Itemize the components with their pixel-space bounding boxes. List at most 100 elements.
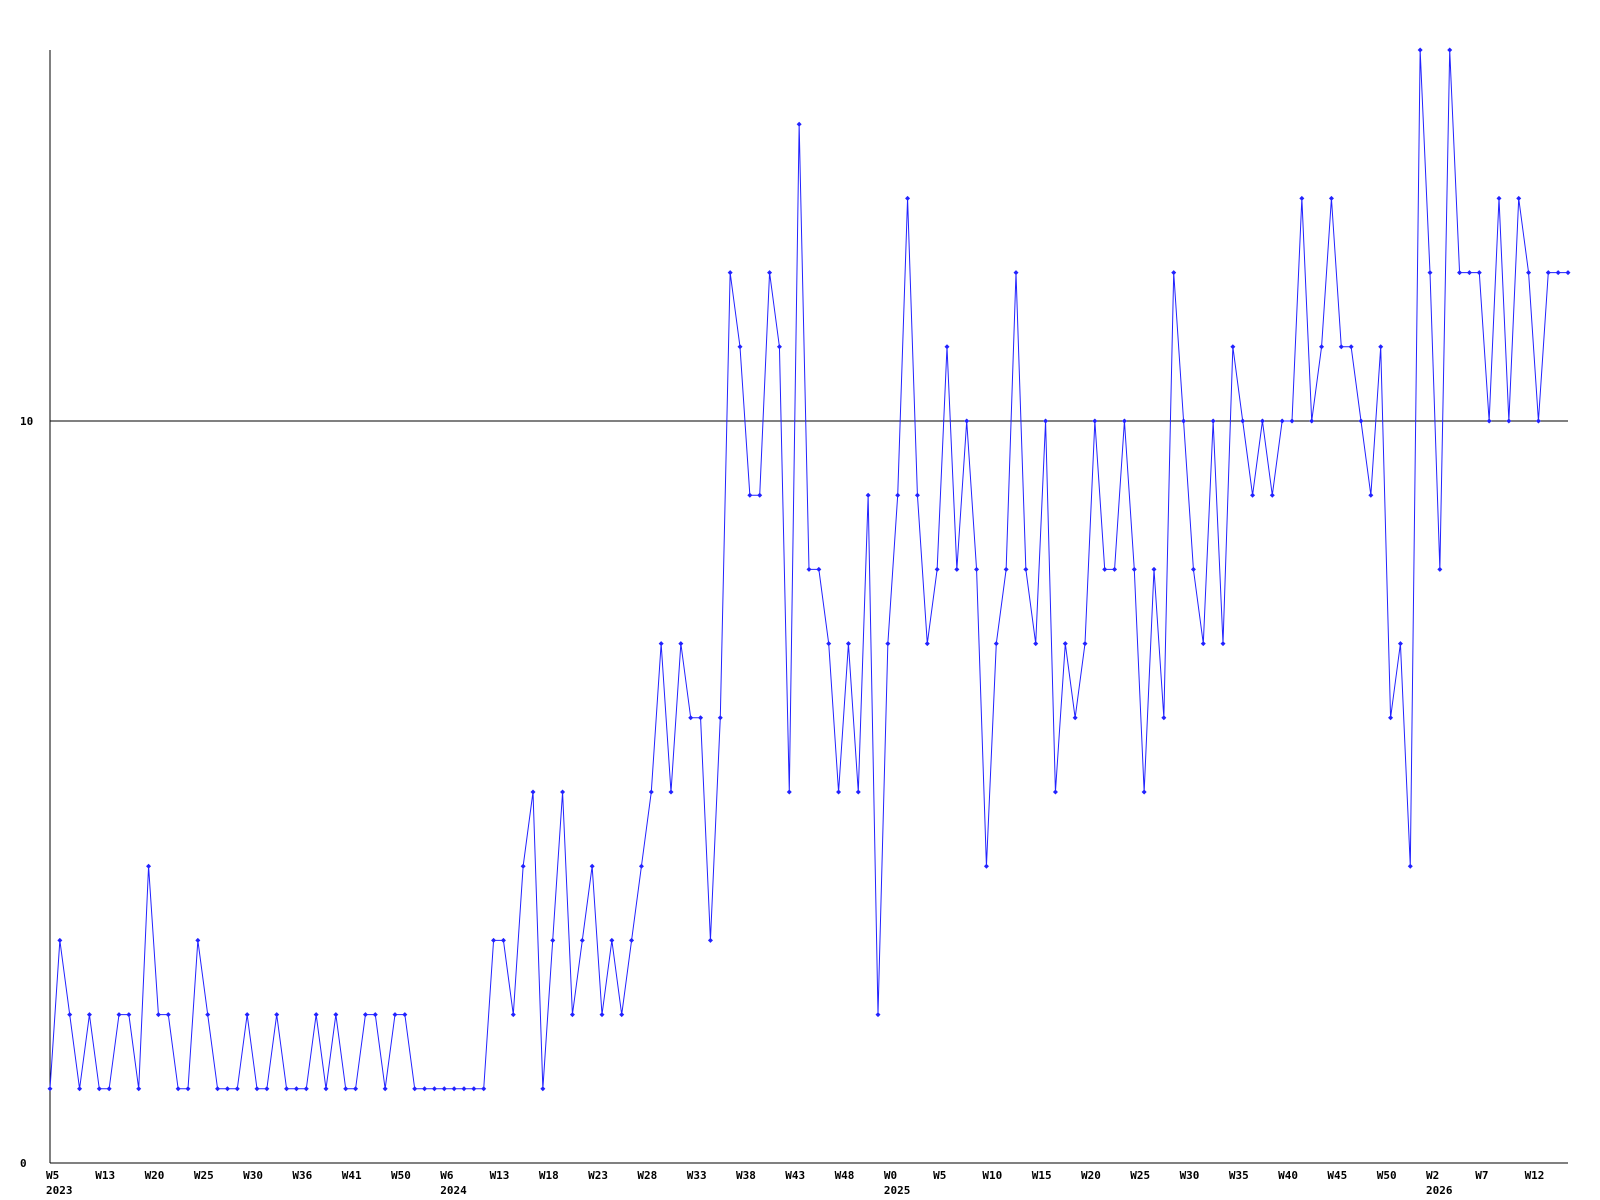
point-marker	[1466, 270, 1472, 276]
x-tick-label: W18	[539, 1169, 559, 1182]
point-marker	[1230, 344, 1236, 350]
point-marker	[116, 1012, 122, 1018]
point-marker	[599, 1012, 605, 1018]
point-marker	[510, 1012, 516, 1018]
x-tick-label: W15	[1032, 1169, 1052, 1182]
point-marker	[195, 937, 201, 943]
point-marker	[648, 789, 654, 795]
point-marker	[254, 1086, 260, 1092]
point-marker	[1023, 566, 1029, 572]
x-year-label: 2025	[884, 1184, 911, 1197]
point-marker	[944, 344, 950, 350]
point-marker	[422, 1086, 428, 1092]
point-marker	[303, 1086, 309, 1092]
point-marker	[353, 1086, 359, 1092]
point-marker	[747, 492, 753, 498]
x-tick-label: W13	[95, 1169, 115, 1182]
point-marker	[1378, 344, 1384, 350]
x-tick-label: W20	[145, 1169, 165, 1182]
point-marker	[757, 492, 763, 498]
point-marker	[974, 566, 980, 572]
point-marker	[1368, 492, 1374, 498]
point-marker	[1092, 418, 1098, 424]
x-tick-label: W35	[1229, 1169, 1249, 1182]
point-marker	[895, 492, 901, 498]
point-marker	[86, 1012, 92, 1018]
x-tick-label: W25	[194, 1169, 214, 1182]
point-marker	[244, 1012, 250, 1018]
point-marker	[806, 566, 812, 572]
point-marker	[786, 789, 792, 795]
point-marker	[983, 863, 989, 869]
point-marker	[1417, 47, 1423, 53]
point-marker	[550, 937, 556, 943]
point-marker	[530, 789, 536, 795]
point-marker	[737, 344, 743, 350]
point-marker	[274, 1012, 280, 1018]
x-year-label: 2024	[440, 1184, 467, 1197]
point-marker	[1062, 641, 1068, 647]
point-marker	[205, 1012, 211, 1018]
point-marker	[1437, 566, 1443, 572]
point-marker	[885, 641, 891, 647]
point-marker	[1072, 715, 1078, 721]
x-tick-label: W33	[687, 1169, 707, 1182]
point-marker	[451, 1086, 457, 1092]
x-tick-label: W50	[391, 1169, 411, 1182]
x-tick-label: W7	[1475, 1169, 1488, 1182]
point-marker	[767, 270, 773, 276]
x-tick-label: W25	[1130, 1169, 1150, 1182]
point-marker	[362, 1012, 368, 1018]
point-marker	[914, 492, 920, 498]
x-tick-label: W23	[588, 1169, 608, 1182]
x-tick-label: W45	[1327, 1169, 1347, 1182]
point-marker	[1457, 270, 1463, 276]
point-marker	[1200, 641, 1206, 647]
x-tick-label: W2	[1426, 1169, 1439, 1182]
point-marker	[1397, 641, 1403, 647]
x-tick-label: W0	[884, 1169, 897, 1182]
x-tick-label: W5	[46, 1169, 59, 1182]
point-marker	[1289, 418, 1295, 424]
point-marker	[520, 863, 526, 869]
point-marker	[284, 1086, 290, 1092]
point-marker	[619, 1012, 625, 1018]
x-tick-label: W13	[490, 1169, 510, 1182]
x-year-label: 2026	[1426, 1184, 1453, 1197]
point-marker	[1052, 789, 1058, 795]
point-marker	[67, 1012, 73, 1018]
point-marker	[333, 1012, 339, 1018]
x-tick-label: W6	[440, 1169, 454, 1182]
point-marker	[1082, 641, 1088, 647]
point-marker	[500, 937, 506, 943]
point-marker	[1112, 566, 1118, 572]
point-marker	[954, 566, 960, 572]
point-marker	[658, 641, 664, 647]
point-marker	[875, 1012, 881, 1018]
point-marker	[126, 1012, 132, 1018]
point-marker	[382, 1086, 388, 1092]
point-marker	[146, 863, 152, 869]
x-tick-label: W5	[933, 1169, 946, 1182]
x-tick-label: W12	[1525, 1169, 1545, 1182]
point-marker	[1269, 492, 1275, 498]
x-tick-label: W10	[982, 1169, 1002, 1182]
point-marker	[1190, 566, 1196, 572]
point-marker	[412, 1086, 418, 1092]
point-marker	[1121, 418, 1127, 424]
point-marker	[1131, 566, 1137, 572]
point-marker	[431, 1086, 437, 1092]
point-marker	[1102, 566, 1108, 572]
point-marker	[155, 1012, 161, 1018]
x-tick-label: W41	[342, 1169, 362, 1182]
point-marker	[1407, 863, 1413, 869]
point-marker	[1447, 47, 1453, 53]
point-marker	[1348, 344, 1354, 350]
point-marker	[1003, 566, 1009, 572]
point-marker	[77, 1086, 83, 1092]
point-marker	[905, 195, 911, 201]
point-marker	[323, 1086, 329, 1092]
point-marker	[47, 1086, 53, 1092]
point-marker	[727, 270, 733, 276]
point-marker	[1535, 418, 1541, 424]
